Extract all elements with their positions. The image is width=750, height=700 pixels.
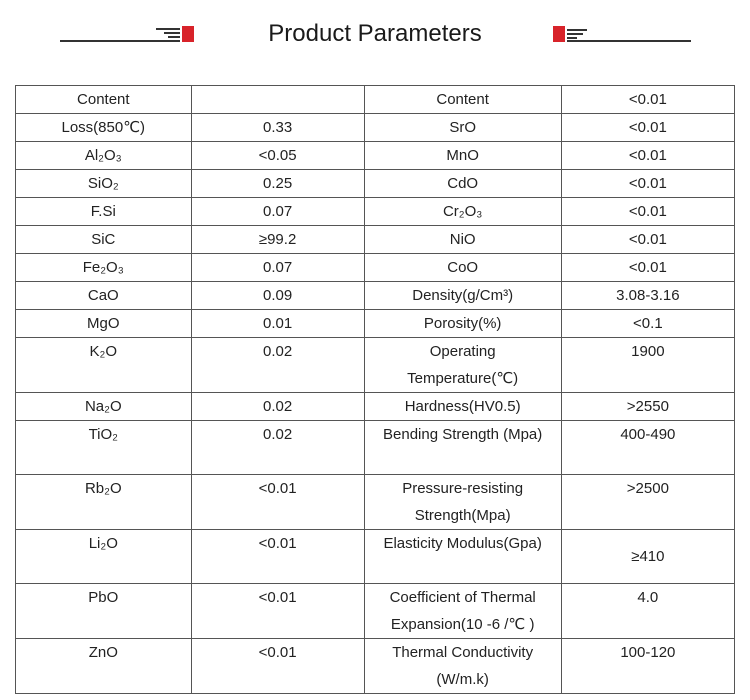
- table-row: PbO <0.01 Coefficient of Thermal Expansion…: [15, 583, 736, 639]
- content-value-cell: 0.02: [190, 392, 365, 421]
- content-value-cell: 0.02: [190, 420, 365, 475]
- content-value-cell: 0.09: [190, 281, 365, 310]
- property-value-cell: <0.01: [560, 253, 736, 282]
- property-value-cell: 400-490: [560, 420, 736, 475]
- property-name-cell: Porosity(%): [363, 309, 562, 338]
- content-value-cell: <0.01: [190, 583, 365, 639]
- property-value-cell: ≥410: [560, 529, 736, 584]
- content-value-cell: <0.01: [190, 638, 365, 694]
- property-value-cell: <0.1: [560, 309, 736, 338]
- content-name-cell: CaO: [15, 281, 192, 310]
- table-row: Rb₂O <0.01 Pressure-resisting Strength(Mpa…: [15, 474, 736, 530]
- property-name-cell: NiO: [363, 225, 562, 254]
- content-value-cell: <0.05: [190, 141, 365, 170]
- content-value-cell: 0.25: [190, 169, 365, 198]
- content-name-cell: K₂O: [15, 337, 192, 393]
- property-value-cell: <0.01: [560, 169, 736, 198]
- content-value-cell: <0.01: [190, 474, 365, 530]
- table-row: SiC ≥99.2 NiO <0.01: [15, 225, 736, 254]
- content-name-cell: Content: [15, 85, 192, 114]
- property-value-cell: <0.01: [560, 85, 736, 114]
- property-value-cell: >2500: [560, 474, 736, 530]
- table-row: Al₂O₃ <0.05 MnO <0.01: [15, 141, 736, 170]
- property-value-cell: <0.01: [560, 197, 736, 226]
- title-decoration-left: [60, 26, 200, 42]
- content-name-cell: PbO: [15, 583, 192, 639]
- table-row: ZnO <0.01 Thermal Conductivity (W/m.k) 100-…: [15, 638, 736, 694]
- content-value-cell: [190, 85, 365, 114]
- table-row: SiO₂ 0.25 CdO <0.01: [15, 169, 736, 198]
- property-name-cell: Operating Temperature(℃): [363, 337, 562, 393]
- content-value-cell: ≥99.2: [190, 225, 365, 254]
- property-value-cell: <0.01: [560, 113, 736, 142]
- property-name-cell: Pressure-resisting Strength(Mpa): [363, 474, 562, 530]
- content-value-cell: 0.07: [190, 197, 365, 226]
- property-value-cell: 1900: [560, 337, 736, 393]
- content-name-cell: SiO₂: [15, 169, 192, 198]
- property-name-cell: Cr₂O₃: [363, 197, 562, 226]
- table-row: Na₂O 0.02 Hardness(HV0.5) >2550: [15, 392, 736, 421]
- table-row: K₂O 0.02 Operating Temperature(℃) 1900: [15, 337, 736, 393]
- content-value-cell: 0.33: [190, 113, 365, 142]
- table-row: Fe₂O₃ 0.07 CoO <0.01: [15, 253, 736, 282]
- content-name-cell: Al₂O₃: [15, 141, 192, 170]
- property-value-cell: 3.08-3.16: [560, 281, 736, 310]
- table-row: Loss(850℃) 0.33 SrO <0.01: [15, 113, 736, 142]
- property-name-cell: Density(g/Cm³): [363, 281, 562, 310]
- property-name-cell: CdO: [363, 169, 562, 198]
- table-row: F.Si 0.07 Cr₂O₃ <0.01: [15, 197, 736, 226]
- content-name-cell: Rb₂O: [15, 474, 192, 530]
- content-name-cell: Li₂O: [15, 529, 192, 584]
- content-name-cell: Fe₂O₃: [15, 253, 192, 282]
- table-row: TiO₂ 0.02 Bending Strength (Mpa) 400-490: [15, 420, 736, 475]
- table-row: Li₂O <0.01 Elasticity Modulus(Gpa) ≥410: [15, 529, 736, 584]
- content-value-cell: 0.01: [190, 309, 365, 338]
- content-name-cell: MgO: [15, 309, 192, 338]
- property-name-cell: Bending Strength (Mpa): [363, 420, 562, 475]
- property-name-cell: Elasticity Modulus(Gpa): [363, 529, 562, 584]
- property-name-cell: Hardness(HV0.5): [363, 392, 562, 421]
- page-title: Product Parameters: [268, 20, 482, 47]
- property-value-cell: 100-120: [560, 638, 736, 694]
- property-name-cell: CoO: [363, 253, 562, 282]
- content-value-cell: 0.02: [190, 337, 365, 393]
- property-value-cell: 4.0: [560, 583, 736, 639]
- property-name-cell: Thermal Conductivity (W/m.k): [363, 638, 562, 694]
- property-name-cell: Content: [363, 85, 562, 114]
- property-value-cell: <0.01: [560, 141, 736, 170]
- content-name-cell: ZnO: [15, 638, 192, 694]
- table-row: CaO 0.09 Density(g/Cm³) 3.08-3.16: [15, 281, 736, 310]
- property-value-cell: <0.01: [560, 225, 736, 254]
- content-name-cell: F.Si: [15, 197, 192, 226]
- product-parameters-table: Content Content <0.01 Loss(850℃) 0.33 SrO <0.0…: [15, 85, 736, 694]
- content-value-cell: <0.01: [190, 529, 365, 584]
- content-name-cell: SiC: [15, 225, 192, 254]
- table-row: Content Content <0.01: [15, 85, 736, 114]
- property-name-cell: MnO: [363, 141, 562, 170]
- property-value-cell: >2550: [560, 392, 736, 421]
- title-decoration-right: [553, 26, 693, 42]
- table-row: MgO 0.01 Porosity(%) <0.1: [15, 309, 736, 338]
- content-value-cell: 0.07: [190, 253, 365, 282]
- content-name-cell: TiO₂: [15, 420, 192, 475]
- content-name-cell: Loss(850℃): [15, 113, 192, 142]
- property-name-cell: SrO: [363, 113, 562, 142]
- property-name-cell: Coefficient of Thermal Expansion(10 -6 /…: [363, 583, 562, 639]
- content-name-cell: Na₂O: [15, 392, 192, 421]
